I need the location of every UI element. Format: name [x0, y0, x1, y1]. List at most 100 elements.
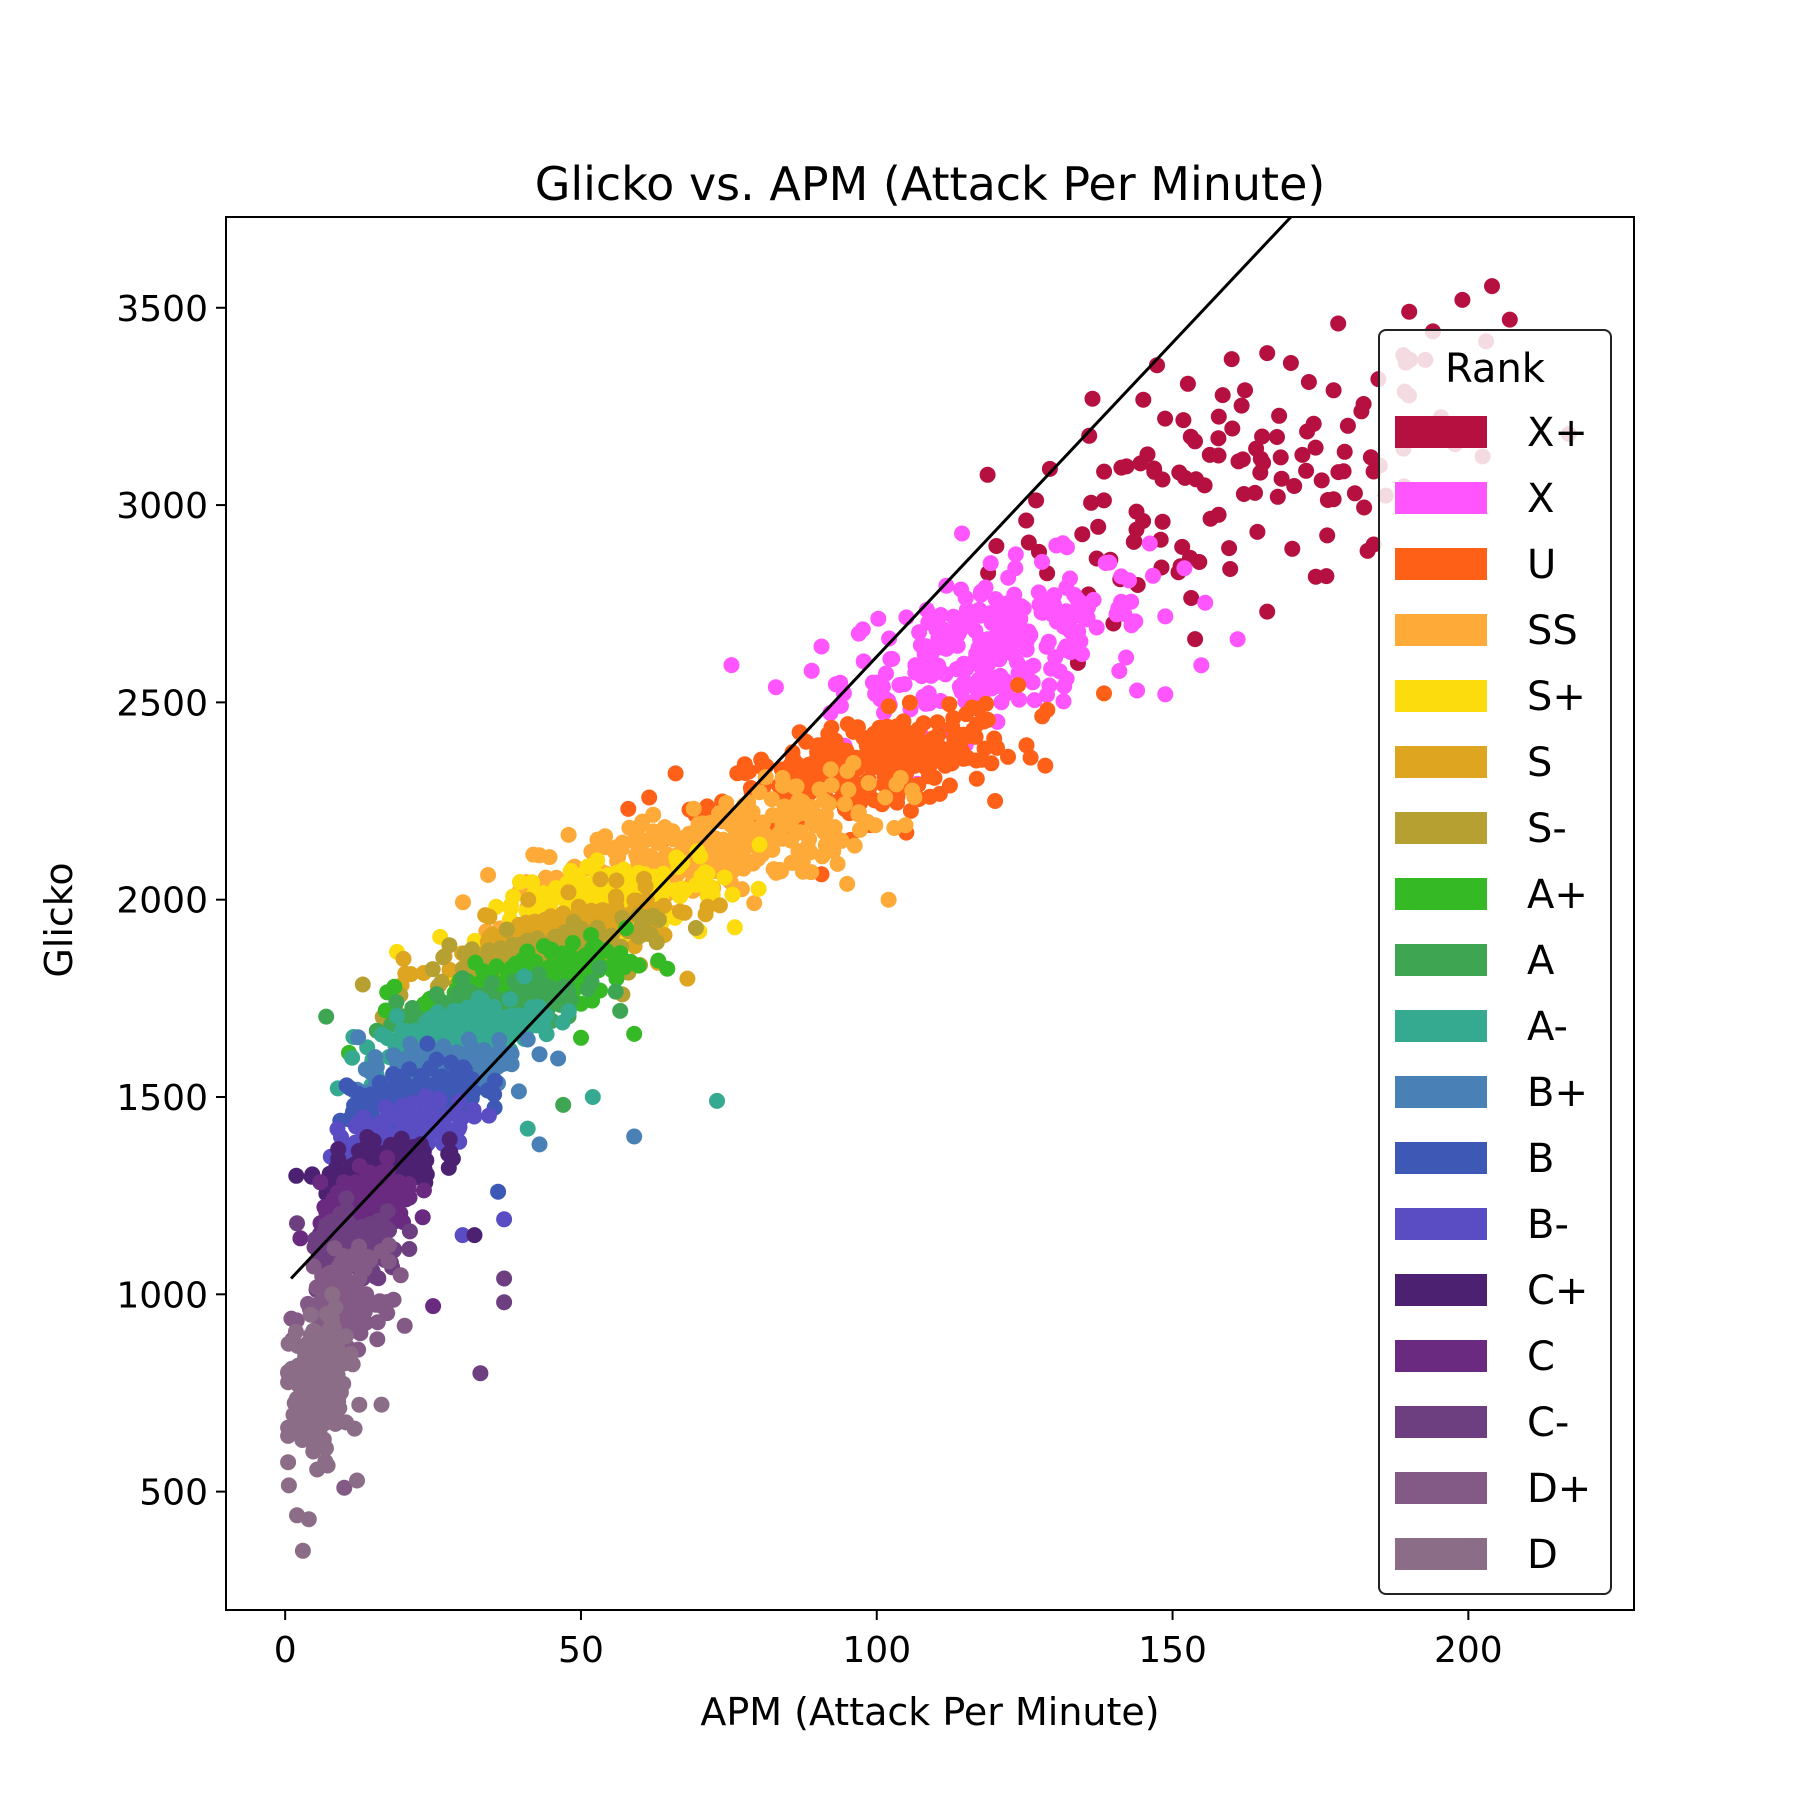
- data-point: [1171, 464, 1188, 481]
- data-point: [484, 974, 500, 991]
- x-tick-label: 200: [1434, 1630, 1503, 1671]
- data-point: [720, 851, 736, 868]
- data-point: [311, 1337, 328, 1354]
- data-point: [1300, 374, 1317, 390]
- data-point: [645, 806, 662, 823]
- data-point: [302, 1306, 319, 1323]
- data-point: [1128, 521, 1145, 538]
- data-point: [1018, 512, 1035, 529]
- data-point: [1222, 561, 1239, 577]
- x-tick-label: 100: [842, 1630, 911, 1671]
- data-point: [373, 1396, 390, 1413]
- data-point: [746, 895, 763, 912]
- data-point: [967, 728, 984, 745]
- data-point: [280, 1427, 297, 1444]
- data-point: [979, 466, 996, 483]
- data-point: [724, 886, 741, 903]
- data-point: [656, 897, 672, 914]
- data-point: [443, 1054, 459, 1071]
- data-point: [496, 1294, 513, 1311]
- legend-label: X+: [1527, 410, 1588, 456]
- y-axis-label: Glicko: [37, 862, 81, 977]
- data-point: [1210, 447, 1227, 464]
- y-tick-label: 2500: [116, 683, 208, 724]
- trend-line: [289, 215, 1292, 1280]
- data-point: [737, 765, 754, 781]
- legend-swatch: [1395, 1142, 1487, 1174]
- data-point: [1041, 460, 1058, 477]
- data-point: [388, 1008, 405, 1024]
- data-point: [329, 1121, 346, 1138]
- data-point: [767, 679, 784, 696]
- data-point: [888, 722, 905, 739]
- data-point: [294, 1542, 311, 1559]
- data-point: [480, 1107, 497, 1124]
- data-point: [929, 714, 946, 731]
- data-point: [470, 990, 487, 1007]
- data-point: [502, 991, 519, 1008]
- data-point: [338, 1414, 354, 1431]
- data-point: [734, 823, 751, 840]
- data-point: [1187, 631, 1204, 648]
- data-point: [1095, 492, 1112, 509]
- data-point: [554, 1014, 571, 1031]
- data-point: [1284, 540, 1301, 557]
- data-point: [454, 970, 471, 987]
- data-point: [630, 957, 647, 974]
- data-point: [608, 872, 625, 889]
- data-point: [788, 778, 805, 795]
- data-point: [1224, 420, 1241, 437]
- data-point: [305, 1258, 322, 1275]
- data-point: [283, 1310, 300, 1327]
- data-point: [949, 637, 966, 654]
- data-point: [440, 1106, 457, 1123]
- data-point: [718, 795, 735, 811]
- data-point: [1183, 590, 1200, 606]
- data-point: [280, 1454, 297, 1471]
- data-point: [896, 676, 913, 693]
- data-point: [1175, 412, 1192, 429]
- data-point: [401, 1241, 418, 1257]
- legend-title: Rank: [1445, 346, 1546, 392]
- data-point: [1055, 693, 1072, 710]
- data-point: [968, 770, 985, 787]
- data-point: [584, 1089, 601, 1105]
- y-tick-label: 2000: [116, 881, 208, 922]
- data-point: [379, 1294, 396, 1310]
- data-point: [503, 1021, 520, 1038]
- data-point: [1313, 472, 1330, 489]
- data-point: [326, 1191, 343, 1208]
- legend-swatch: [1395, 944, 1487, 976]
- data-point: [1319, 492, 1336, 508]
- data-point: [1484, 278, 1500, 295]
- data-point: [868, 674, 885, 691]
- data-point: [338, 1190, 355, 1207]
- data-point: [388, 994, 405, 1011]
- data-point: [351, 1396, 368, 1413]
- data-point: [958, 660, 975, 677]
- data-point: [395, 950, 412, 967]
- data-point: [379, 1030, 396, 1047]
- data-point: [889, 748, 906, 764]
- data-point: [351, 1158, 368, 1174]
- data-point: [403, 1102, 420, 1119]
- data-point: [883, 735, 899, 752]
- data-point: [424, 961, 441, 978]
- data-point: [870, 610, 887, 627]
- data-point: [1305, 415, 1322, 432]
- data-point: [703, 879, 720, 896]
- data-point: [637, 909, 654, 926]
- data-point: [1039, 686, 1055, 703]
- data-point: [490, 1183, 507, 1200]
- legend-label: A+: [1527, 872, 1588, 918]
- data-point: [1325, 382, 1342, 399]
- data-point: [763, 791, 780, 808]
- data-point: [901, 694, 918, 711]
- data-point: [537, 869, 554, 886]
- data-point: [968, 716, 985, 733]
- data-point: [829, 855, 846, 872]
- data-point: [690, 816, 707, 833]
- data-point: [1007, 560, 1024, 577]
- data-point: [1501, 311, 1518, 328]
